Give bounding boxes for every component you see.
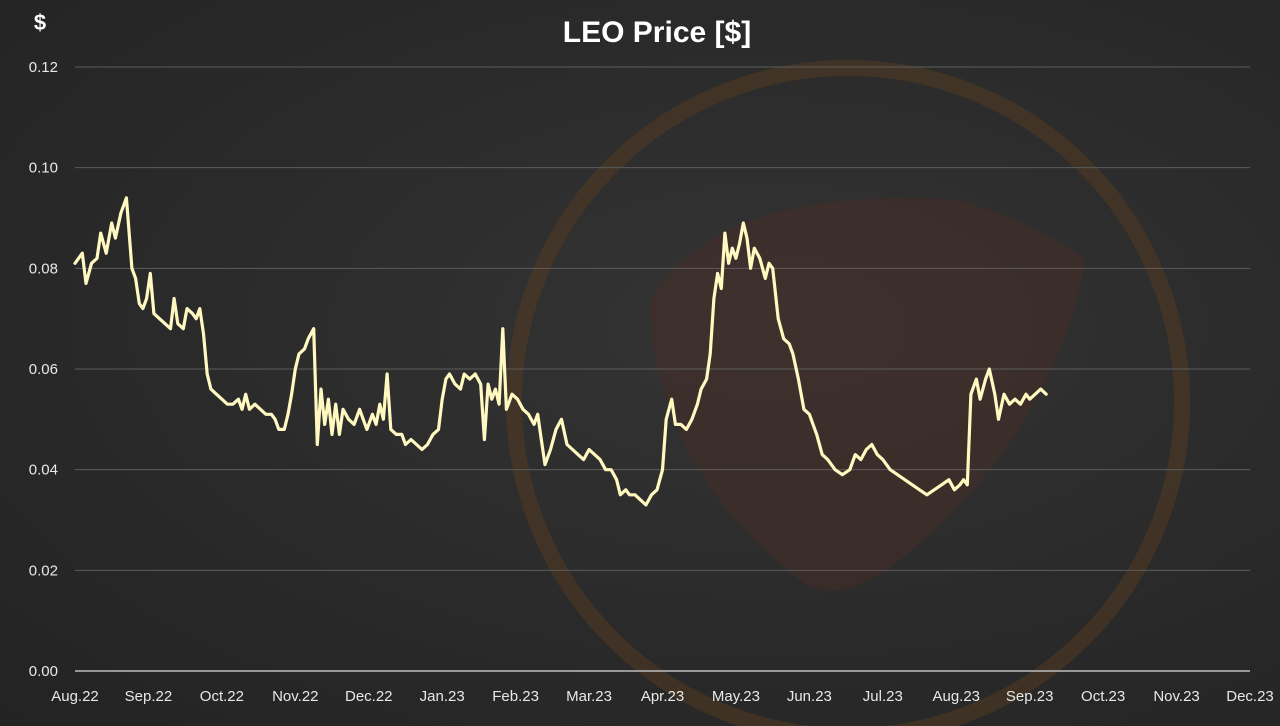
chart-title: LEO Price [$]	[563, 16, 751, 49]
leo-price-line	[73, 196, 1048, 507]
x-tick-label: Nov.22	[272, 688, 318, 705]
x-tick-label: May.23	[712, 688, 760, 705]
x-tick-label: Jun.23	[787, 688, 832, 705]
x-tick-label: Aug.22	[51, 688, 99, 705]
y-tick-label: 0.06	[29, 361, 58, 378]
y-tick-labels: 0.00 0.02 0.04 0.06 0.08 0.10 0.12	[29, 59, 58, 680]
x-tick-label: Sep.22	[125, 688, 173, 705]
x-tick-label: Mar.23	[566, 688, 612, 705]
x-tick-labels: Aug.22 Sep.22 Oct.22 Nov.22 Dec.22 Jan.23 Feb.…	[51, 688, 1274, 705]
watermark-logo	[506, 60, 1190, 726]
x-tick-label: Oct.23	[1081, 688, 1125, 705]
x-tick-label: Sep.23	[1006, 688, 1054, 705]
y-tick-label: 0.04	[29, 462, 58, 479]
y-tick-label: 0.08	[29, 260, 58, 277]
x-tick-label: Dec.22	[345, 688, 393, 705]
x-tick-label: Feb.23	[492, 688, 539, 705]
x-tick-label: Jan.23	[420, 688, 465, 705]
x-tick-label: Apr.23	[641, 688, 684, 705]
x-tick-label: Nov.23	[1153, 688, 1199, 705]
y-tick-label: 0.02	[29, 562, 58, 579]
x-tick-label: Aug.23	[932, 688, 980, 705]
x-tick-label: Jul.23	[863, 688, 903, 705]
x-tick-label: Dec.23	[1226, 688, 1274, 705]
y-axis-unit-label: $	[34, 10, 46, 35]
series-layer	[73, 196, 1048, 507]
y-tick-label: 0.12	[29, 59, 58, 76]
logo-ring	[506, 60, 1190, 726]
y-tick-label: 0.10	[29, 160, 58, 177]
y-tick-label: 0.00	[29, 663, 58, 680]
lion-emblem-shape	[650, 198, 1085, 591]
x-tick-label: Oct.22	[200, 688, 244, 705]
